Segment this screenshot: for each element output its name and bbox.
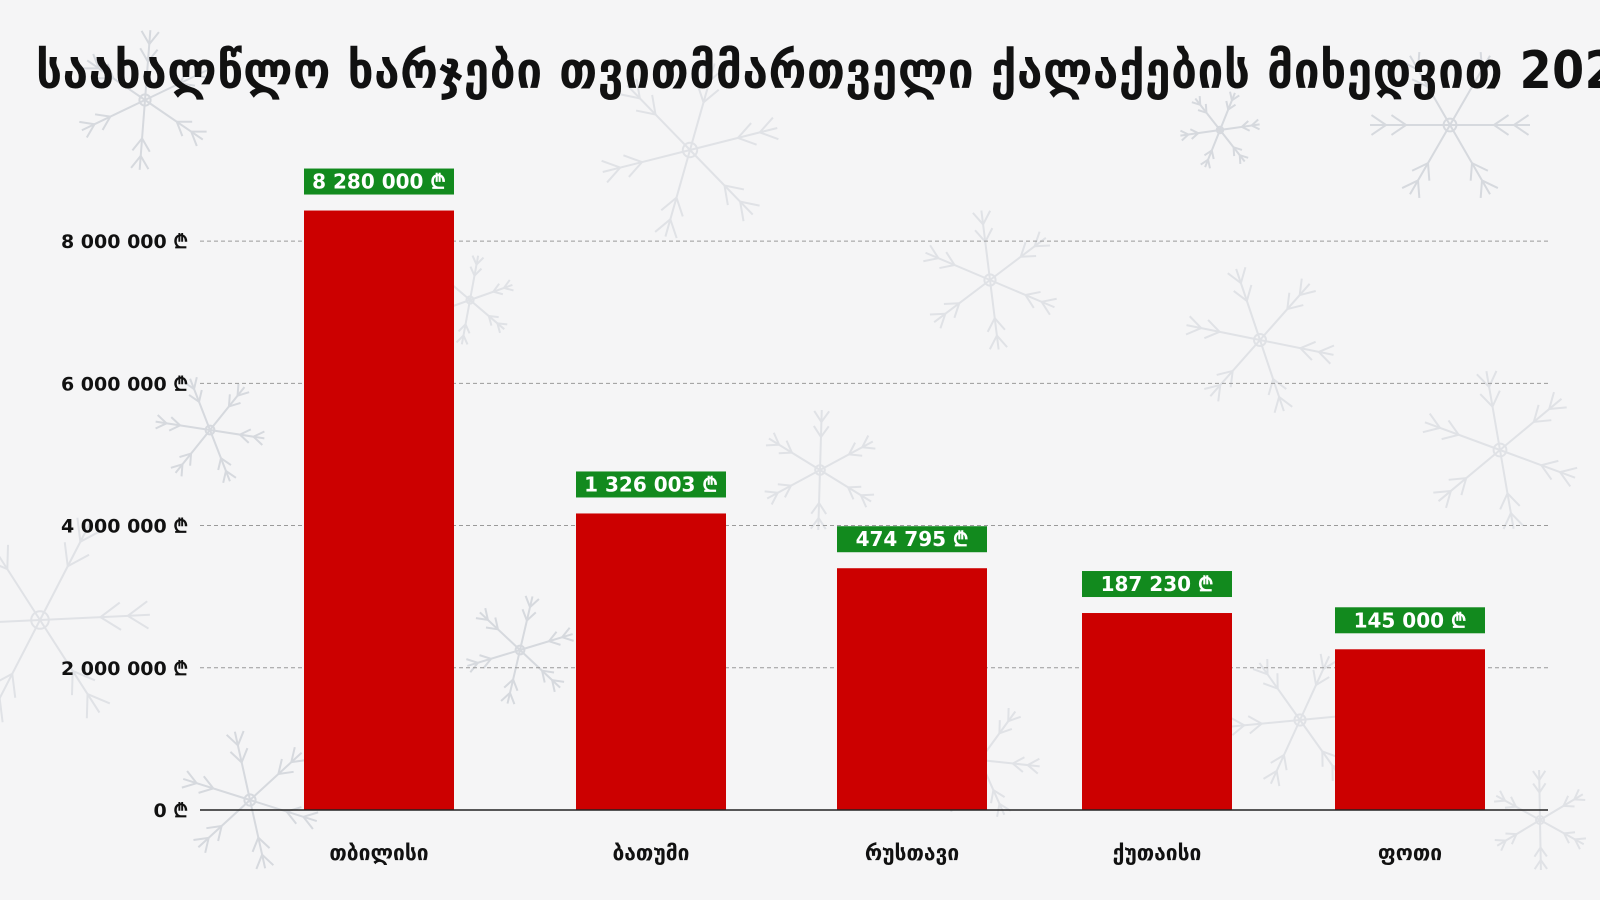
y-tick-label: 2 000 000 ₾ [61,658,188,680]
snowflake-icon [1493,769,1587,871]
data-label: 474 795 ₾ [856,527,969,551]
y-tick-label: 6 000 000 ₾ [61,373,188,395]
data-label-badge [304,168,454,195]
x-tick-label: ბათუმი [612,841,689,865]
snowflake-icon [1370,51,1530,199]
x-tick-label: თბილისი [329,841,428,865]
data-label-badge [1335,607,1485,634]
bar [837,568,987,810]
snowflake-icon [0,517,150,723]
axes: 0 ₾ 2 000 000 ₾ 4 000 000 ₾ 6 000 000 ₾ 8 00… [61,231,1548,865]
snowflake-icon [923,210,1057,350]
snowflake-icon [79,30,211,170]
snowflake-icon [1185,266,1335,414]
snowflake-icon [1230,653,1370,787]
data-label: 145 000 ₾ [1354,608,1467,632]
data-label-badge [576,471,726,498]
bar [304,210,454,811]
y-tick-label: 8 000 000 ₾ [61,231,188,253]
snowflake-icon [181,730,319,870]
snowflake-icon [764,409,876,531]
snowflake-icon [155,376,265,484]
data-label: 8 280 000 ₾ [312,170,446,194]
bar [1335,649,1485,810]
data-label: 1 326 003 ₾ [584,472,718,496]
snowflake-icon [601,61,779,239]
data-label: 187 230 ₾ [1101,572,1214,596]
snowflake-icon [466,595,574,705]
y-tick-label: 4 000 000 ₾ [61,516,188,538]
x-tick-label: რუსთავი [865,841,959,865]
bar [1082,613,1232,810]
bars [304,210,1485,811]
snowflake-icon [1422,370,1578,530]
data-label-badge [1082,571,1232,598]
snowflake-icon [1179,91,1261,169]
data-labels: 8 280 000 ₾ 1 326 003 ₾ 474 795 ₾ 187 230 ₾… [304,168,1485,634]
x-tick-label: ქუთაისი [1113,841,1202,865]
data-label-badge [837,526,987,553]
y-tick-label: 0 ₾ [154,800,188,822]
x-tick-label: ფოთი [1378,841,1442,865]
bar [576,513,726,810]
chart-title: საახალწლო ხარჯები თვითმმართველი ქალაქები… [36,40,1600,101]
